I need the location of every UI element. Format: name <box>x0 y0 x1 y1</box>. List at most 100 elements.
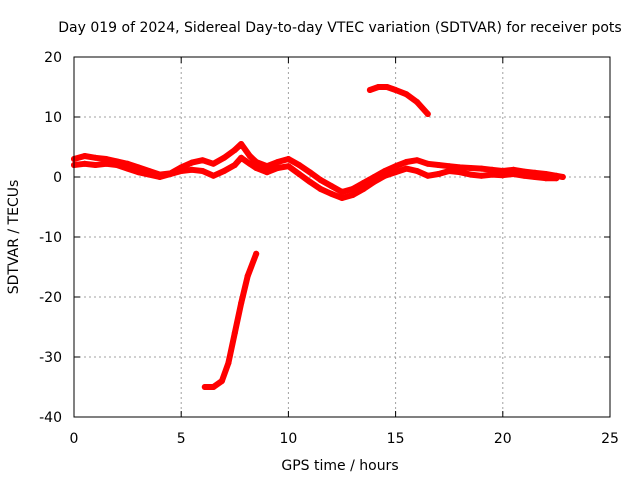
data-point <box>499 172 506 179</box>
data-point <box>188 166 195 173</box>
data-point <box>424 172 431 179</box>
data-point <box>218 378 225 384</box>
y-tick-label: -30 <box>39 350 62 366</box>
data-point <box>467 171 474 178</box>
data-point <box>231 147 238 153</box>
data-point <box>201 384 208 390</box>
data-point <box>221 154 228 161</box>
data-point <box>238 154 245 161</box>
data-point <box>478 165 485 172</box>
data-point <box>403 91 410 98</box>
data-point <box>81 160 88 167</box>
y-tick-label: -10 <box>39 230 62 246</box>
data-point <box>317 177 324 183</box>
data-point <box>103 160 110 167</box>
data-point <box>403 165 410 172</box>
data-point <box>92 154 99 161</box>
data-point <box>328 190 335 197</box>
data-point <box>113 162 120 168</box>
data-point <box>285 163 292 170</box>
x-tick-label: 25 <box>601 431 619 447</box>
data-point <box>392 163 399 170</box>
data-point <box>167 171 174 177</box>
data-point <box>375 84 382 90</box>
data-point <box>253 165 260 171</box>
data-series <box>71 84 566 390</box>
y-tick-label: -20 <box>39 290 62 306</box>
data-point <box>253 250 260 257</box>
data-point <box>553 175 560 182</box>
data-point <box>210 172 217 179</box>
x-tick-label: 10 <box>279 431 297 447</box>
data-point <box>225 360 232 366</box>
data-point <box>246 153 253 159</box>
data-point <box>456 164 463 171</box>
data-point <box>178 168 185 174</box>
data-point <box>306 178 313 185</box>
data-point <box>446 168 453 174</box>
data-point <box>92 162 99 168</box>
y-tick-label: 0 <box>53 170 62 186</box>
data-point <box>360 186 367 192</box>
axis-ticks: 0 5 10 15 20 25 -40 -30 -20 -10 0 10 20 <box>39 50 619 447</box>
data-point <box>489 166 496 173</box>
x-tick-label: 20 <box>494 431 512 447</box>
data-point <box>381 172 388 179</box>
data-point <box>435 162 442 168</box>
data-point <box>264 169 270 176</box>
data-point <box>188 159 195 166</box>
chart-title: Day 019 of 2024, Sidereal Day-to-day VTE… <box>58 20 621 36</box>
data-point <box>103 156 110 162</box>
data-point <box>559 174 566 180</box>
data-point <box>317 186 324 192</box>
data-point <box>81 153 88 159</box>
data-point <box>244 273 251 279</box>
data-point <box>510 171 517 177</box>
data-point <box>467 165 474 171</box>
y-tick-label: 10 <box>44 110 62 126</box>
data-point <box>456 169 463 176</box>
data-point <box>210 384 217 390</box>
data-point <box>246 160 253 167</box>
data-point <box>296 171 303 177</box>
data-point <box>366 87 373 93</box>
data-point <box>435 171 442 177</box>
data-point <box>231 330 238 336</box>
y-tick-label: -40 <box>39 410 62 426</box>
x-axis-label: GPS time / hours <box>281 458 398 474</box>
data-point <box>264 163 270 170</box>
data-point <box>274 165 281 171</box>
data-point <box>156 174 163 180</box>
data-point <box>221 168 228 174</box>
x-tick-label: 15 <box>387 431 405 447</box>
data-point <box>238 141 245 147</box>
data-point <box>446 163 453 170</box>
data-point <box>371 178 378 185</box>
data-point <box>339 195 345 201</box>
data-point <box>424 160 431 167</box>
data-point <box>489 171 496 178</box>
data-point <box>521 172 528 179</box>
data-point <box>199 168 206 174</box>
data-point <box>296 162 303 168</box>
y-axis-label: SDTVAR / TECUs <box>6 180 22 295</box>
y-tick-label: 20 <box>44 50 62 66</box>
data-point <box>478 172 485 179</box>
grid-lines <box>74 57 610 417</box>
data-point <box>135 169 142 176</box>
data-point <box>349 192 356 198</box>
x-tick-label: 0 <box>70 431 79 447</box>
data-point <box>532 174 538 180</box>
data-point <box>392 169 399 176</box>
data-point <box>403 159 410 165</box>
data-point <box>392 87 399 93</box>
data-point <box>414 168 420 174</box>
data-point <box>414 157 420 164</box>
data-point <box>542 175 549 182</box>
data-point <box>238 300 245 306</box>
data-point <box>349 186 356 192</box>
data-point <box>285 156 292 162</box>
data-point <box>424 111 431 117</box>
data-point <box>274 159 281 165</box>
